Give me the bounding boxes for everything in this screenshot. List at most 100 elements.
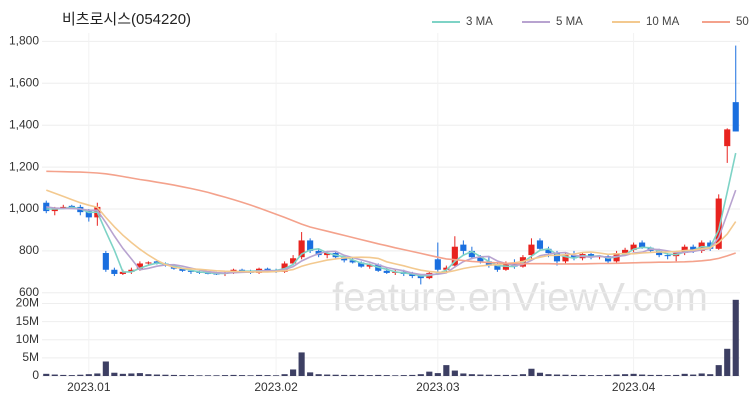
candle-body	[622, 249, 629, 253]
volume-bar	[477, 374, 484, 376]
volume-bar	[417, 374, 424, 376]
candle-body	[179, 268, 186, 271]
volume-bar	[213, 375, 220, 376]
volume-bar	[392, 375, 399, 376]
volume-bar	[664, 375, 671, 376]
candle-body	[281, 263, 288, 272]
legend-label: 3 MA	[466, 16, 493, 28]
candle-body	[324, 253, 331, 256]
volume-bar	[434, 373, 441, 376]
candle-body	[264, 268, 271, 271]
x-tick-label: 2023.02	[254, 380, 298, 394]
volume-bar	[630, 373, 637, 376]
candle-body	[477, 257, 484, 262]
x-tick-label: 2023.03	[416, 380, 460, 394]
volume-bar	[400, 375, 407, 376]
volume-bar	[545, 374, 552, 376]
candle-body	[460, 244, 467, 251]
legend-label: 5 MA	[556, 16, 583, 28]
volume-bar	[43, 373, 50, 376]
candle-body	[451, 246, 458, 266]
volume-bar	[528, 368, 535, 376]
volume-bar	[60, 374, 67, 376]
candle-body	[187, 270, 195, 272]
volume-bar	[707, 374, 714, 376]
volume-bar	[102, 361, 109, 376]
candle-body	[690, 246, 697, 251]
volume-bar	[179, 375, 186, 376]
chart-title: 비츠로시스(054220)	[62, 11, 191, 28]
volume-bar	[587, 375, 595, 376]
ma-line	[46, 189, 737, 274]
candle-body	[562, 255, 569, 262]
candle-body	[715, 198, 722, 249]
volume-bar	[409, 374, 416, 376]
candle-body	[349, 260, 356, 263]
volume-bar	[341, 374, 348, 376]
volume-bar	[647, 374, 654, 376]
volume-bar	[613, 374, 620, 376]
volume-bar	[315, 374, 322, 376]
volume-bar	[358, 374, 365, 376]
y-tick-label: 1,400	[9, 117, 39, 131]
volume-bar	[622, 374, 629, 376]
volume-bar	[732, 299, 739, 376]
volume-bar	[596, 375, 603, 376]
volume-bar	[724, 348, 731, 376]
candle-body	[732, 102, 739, 132]
volume-bar	[502, 374, 509, 376]
volume-bar	[94, 373, 101, 376]
volume-bar	[162, 374, 169, 376]
y2-tick-label: 5M	[22, 350, 39, 364]
y-tick-label: 800	[19, 243, 39, 257]
volume-bar	[553, 374, 561, 376]
volume-bar	[383, 375, 390, 376]
candle-body	[553, 253, 561, 262]
volume-bar	[673, 374, 680, 376]
volume-bar	[536, 372, 544, 376]
candle-body	[409, 273, 416, 277]
candle-body	[485, 261, 492, 266]
candle-body	[417, 276, 424, 279]
x-tick-label: 2023.01	[67, 380, 111, 394]
ma-line	[46, 170, 736, 265]
y2-tick-label: 0	[32, 368, 39, 382]
volume-bar	[690, 374, 697, 376]
candle-body	[298, 240, 305, 258]
legend-label: 10 MA	[646, 16, 680, 28]
volume-bar	[485, 374, 492, 376]
candle-body	[587, 254, 595, 258]
candle-body	[656, 250, 663, 256]
volume-bar	[443, 365, 450, 376]
volume-bar	[273, 375, 280, 376]
candle-body	[102, 253, 109, 270]
volume-bar	[128, 373, 135, 376]
volume-bar	[579, 374, 586, 376]
candle-body	[570, 255, 578, 259]
volume-bar	[204, 375, 212, 376]
volume-bar	[681, 373, 688, 376]
candle-body	[383, 270, 390, 273]
candle-body	[443, 267, 450, 270]
volume-bar	[698, 373, 705, 376]
candle-body	[290, 258, 297, 264]
candle-body	[111, 269, 118, 274]
volume-bar	[715, 365, 722, 376]
y2-tick-label: 20M	[16, 296, 39, 310]
candle-body	[43, 202, 50, 212]
volume-bar	[187, 375, 195, 376]
volume-bar	[460, 373, 467, 376]
ma-line	[46, 189, 737, 276]
volume-bar	[570, 374, 578, 376]
x-tick-label: 2023.04	[612, 380, 656, 394]
y-tick-label: 1,600	[9, 75, 39, 89]
volume-bar	[468, 374, 475, 376]
volume-bar	[136, 373, 143, 376]
candle-body	[536, 240, 544, 249]
candle-body	[664, 255, 671, 257]
volume-bar	[349, 374, 356, 376]
candle-body	[238, 269, 246, 271]
volume-bar	[604, 374, 612, 376]
